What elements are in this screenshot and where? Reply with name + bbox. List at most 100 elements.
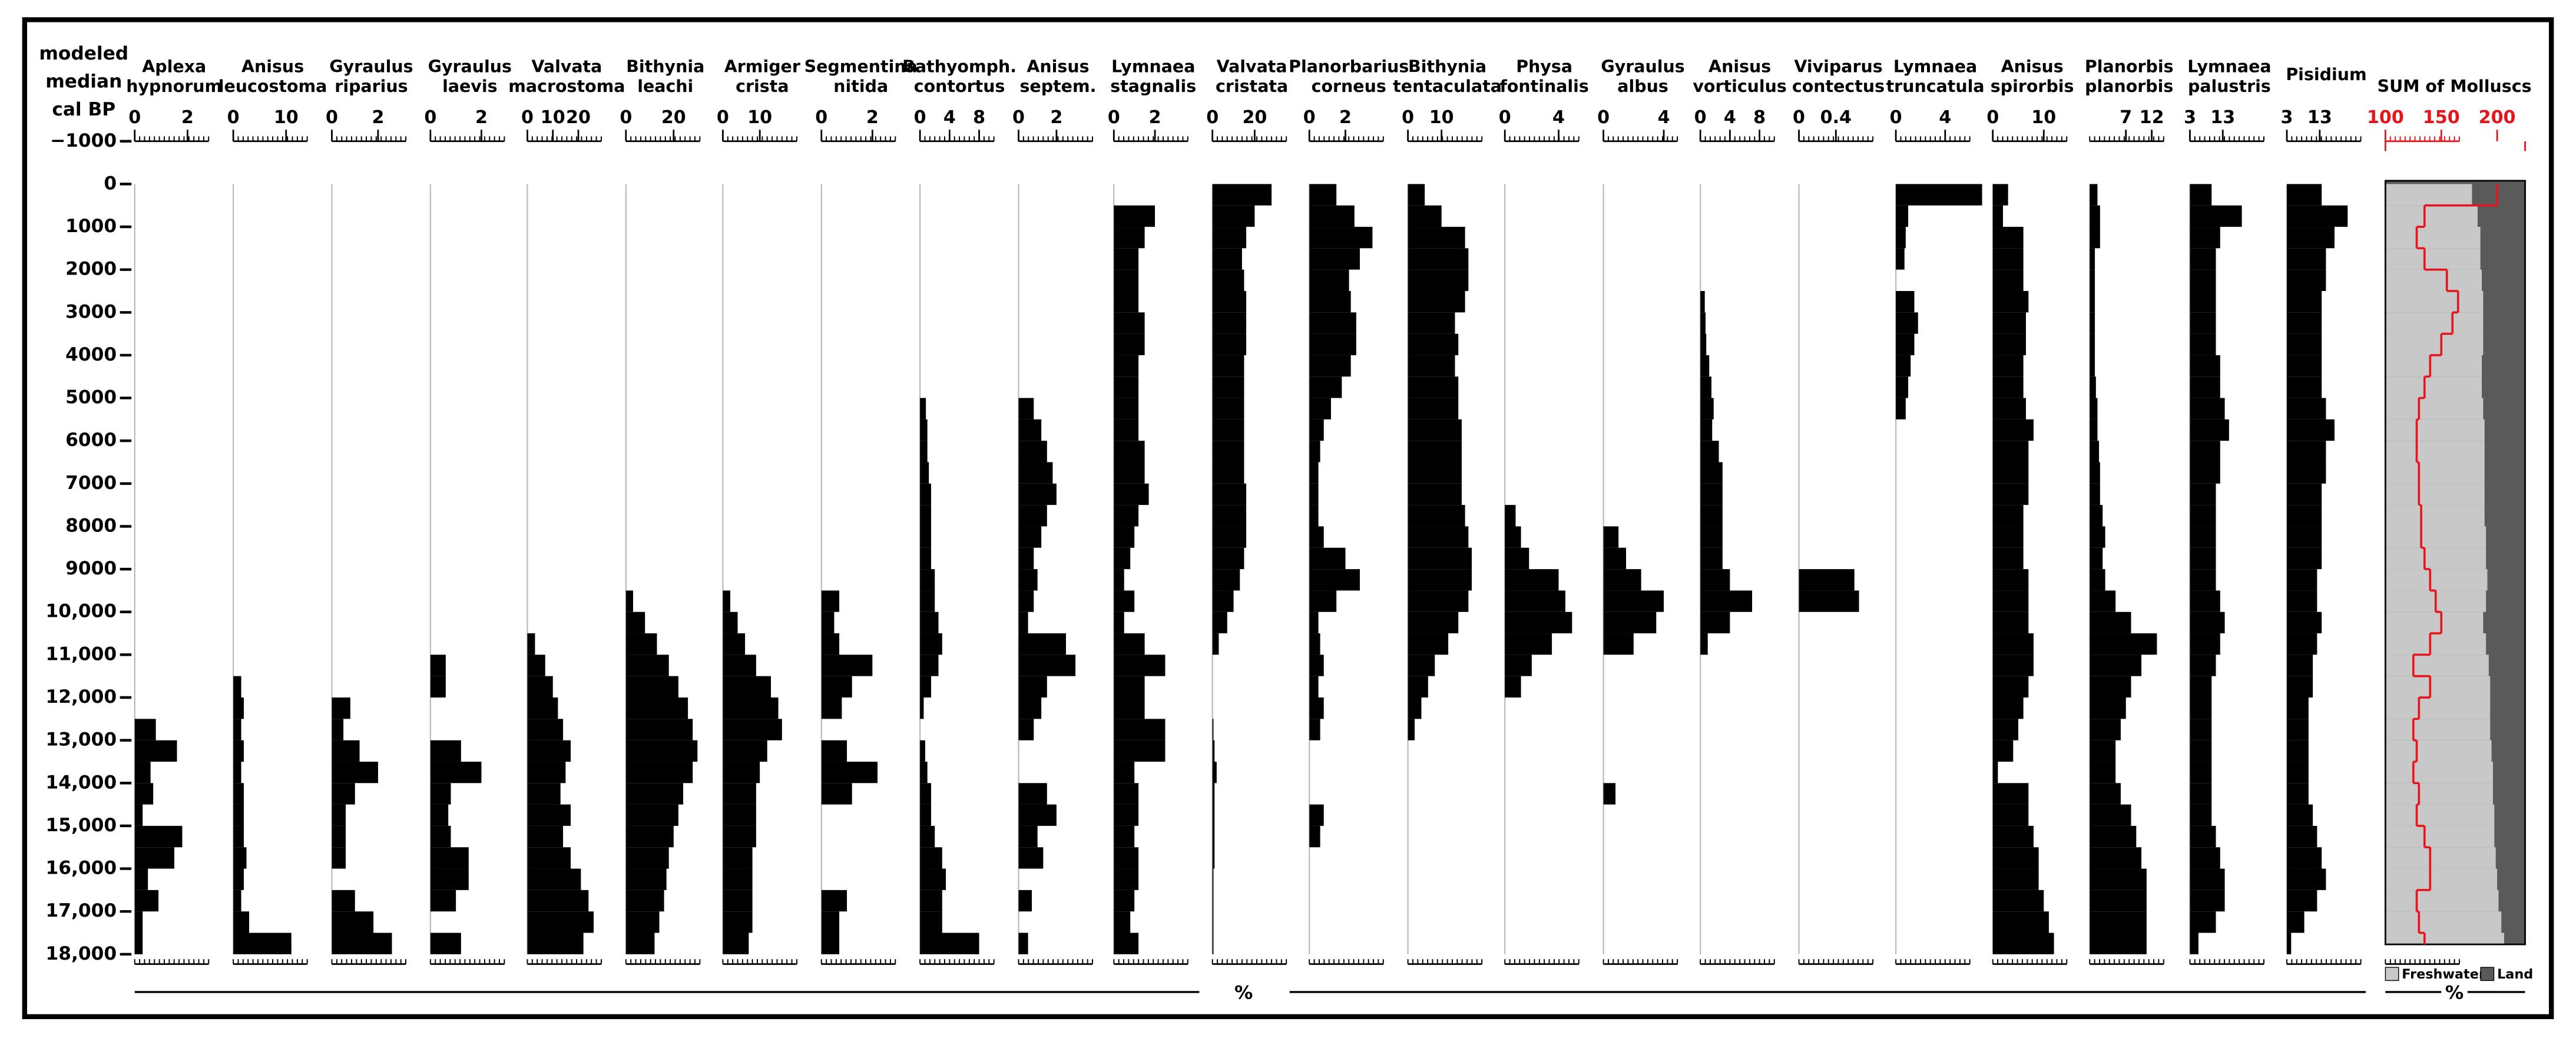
bar [1992, 569, 2029, 591]
x-tick-label: 0 [1597, 107, 1610, 128]
bar [723, 761, 760, 784]
bar [920, 590, 935, 612]
bar [1212, 333, 1247, 355]
bar [723, 740, 767, 762]
sum-frame [2385, 180, 2526, 946]
bar [920, 783, 931, 805]
freshwater-area [2385, 761, 2493, 784]
bar [1799, 590, 1859, 612]
bar [2287, 569, 2317, 591]
taxon-name: contortus [914, 77, 1005, 96]
x-tick-label: 0 [326, 107, 338, 128]
bar [1114, 847, 1139, 869]
y-axis-title: cal BP [52, 99, 115, 120]
bar [2190, 825, 2216, 848]
x-tick-label: 10 [747, 107, 772, 128]
bar [1309, 462, 1319, 484]
bar [134, 933, 143, 954]
bar [1408, 269, 1469, 291]
bar [625, 590, 633, 612]
freshwater-area [2385, 547, 2486, 570]
bar [920, 505, 931, 527]
taxon-name: cristata [1216, 77, 1288, 96]
x-tick-label: 4 [943, 107, 956, 128]
bar [1018, 783, 1047, 805]
bar [1992, 526, 2024, 548]
bar [233, 740, 244, 762]
bar [1700, 483, 1723, 505]
bar [1992, 419, 2034, 441]
bar [920, 740, 925, 762]
taxon-name: corneus [1312, 77, 1386, 96]
bar [1408, 569, 1472, 591]
bar [1408, 398, 1459, 419]
taxon-name: hypnorum [126, 77, 222, 96]
taxon-name: Segmentina [804, 57, 918, 76]
bar [332, 697, 350, 719]
bar [1505, 569, 1559, 591]
bar [2190, 911, 2216, 933]
bar [1700, 312, 1706, 334]
bar [1212, 505, 1247, 527]
bar [1700, 526, 1723, 548]
taxon-name: Anisus [1708, 57, 1771, 76]
bar [1992, 184, 2008, 206]
bar [2287, 654, 2313, 676]
x-tick-label: 4 [1724, 107, 1736, 128]
bar [2287, 462, 2326, 484]
bar [1408, 719, 1415, 741]
bar [1992, 933, 2054, 954]
bar [1212, 547, 1244, 570]
bar [1700, 611, 1730, 634]
bar [1992, 376, 2024, 398]
bar [1700, 333, 1707, 355]
bar [233, 890, 241, 912]
freshwater-area [2385, 333, 2484, 355]
bar [1212, 569, 1240, 591]
bar [1309, 654, 1324, 676]
bar [1603, 526, 1619, 548]
y-tick-label: 16,000 [46, 858, 117, 879]
bar [2287, 890, 2317, 912]
bar [1212, 719, 1214, 741]
bar [1992, 227, 2024, 249]
x-tick-label: 4 [1552, 107, 1565, 128]
y-axis-title: modeled [39, 43, 128, 64]
bar [527, 761, 566, 784]
bar [1505, 676, 1521, 698]
y-tick-label: 13,000 [46, 729, 117, 751]
bar [1992, 205, 2004, 227]
bar [1700, 633, 1708, 655]
taxon-name: stagnalis [1110, 77, 1196, 96]
bar [527, 633, 535, 655]
bar [723, 911, 753, 933]
x-tick-label: 0 [1303, 107, 1316, 128]
bar [233, 847, 247, 869]
bar [1114, 419, 1139, 441]
bar [1309, 355, 1351, 377]
bar [1603, 611, 1657, 634]
bar [430, 740, 461, 762]
taxon-name: Valvata [1217, 57, 1287, 76]
freshwater-area [2385, 376, 2482, 398]
x-tick-label: 4 [1939, 107, 1951, 128]
bar [2190, 569, 2216, 591]
bar [332, 719, 344, 741]
bar [2287, 248, 2326, 270]
bar [2190, 590, 2220, 612]
bar [1114, 205, 1155, 227]
bar [233, 676, 241, 698]
bar [2090, 419, 2098, 441]
bar [1018, 462, 1053, 484]
bar [1505, 654, 1532, 676]
x-tick-label: 13 [2307, 107, 2332, 128]
bar [2287, 290, 2322, 313]
bar [1114, 911, 1131, 933]
bar [1212, 526, 1247, 548]
y-tick-label: 12,000 [46, 686, 117, 708]
bar [430, 654, 446, 676]
bar [332, 804, 346, 826]
taxon-name: tentaculata [1393, 77, 1502, 96]
bar [134, 804, 143, 826]
bar [2190, 462, 2220, 484]
